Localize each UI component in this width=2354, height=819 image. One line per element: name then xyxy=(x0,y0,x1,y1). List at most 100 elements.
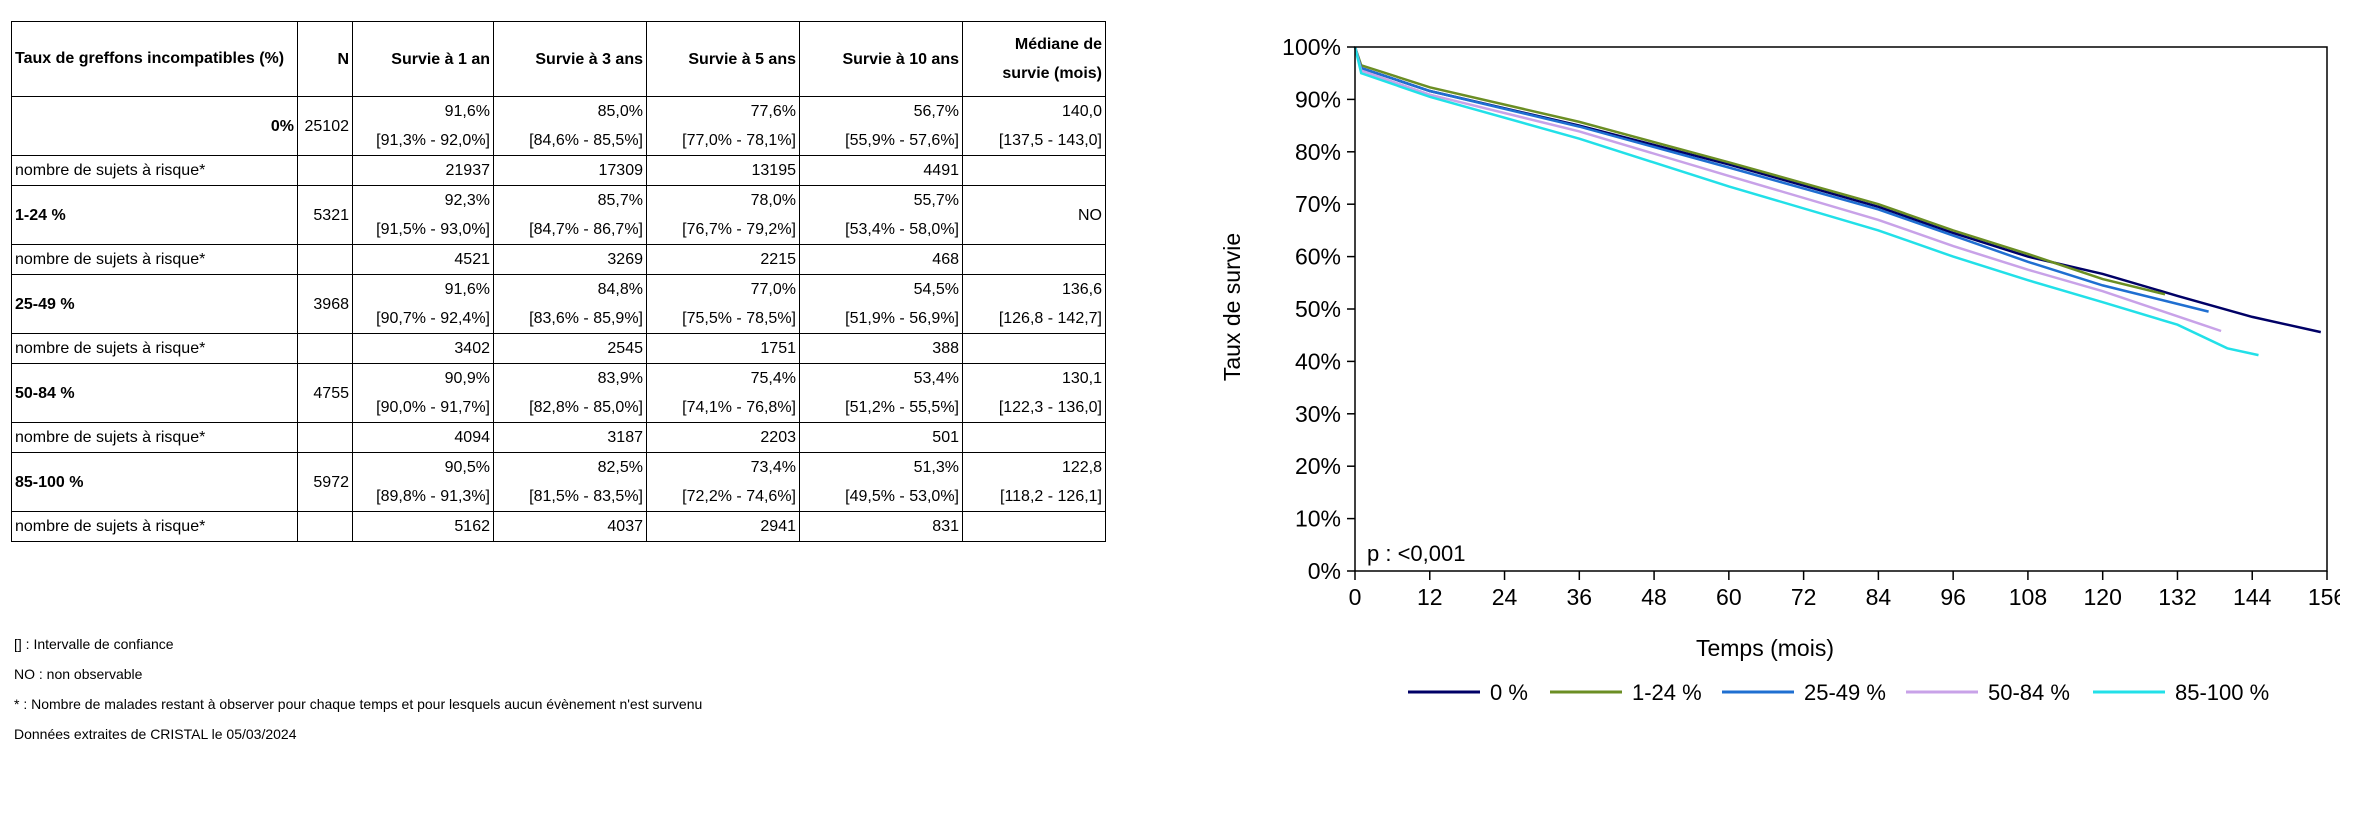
survival-value: 56,7% xyxy=(913,103,959,120)
risk-count: 4094 xyxy=(352,422,494,453)
risk-count: 2203 xyxy=(646,422,800,453)
risk-median-empty xyxy=(962,511,1106,542)
group-label: 50-84 % xyxy=(11,363,298,423)
x-tick-label: 108 xyxy=(2009,584,2047,610)
header-survival-1y: Survie à 1 an xyxy=(352,21,494,97)
group-n: 3968 xyxy=(297,274,353,334)
legend-label: 85-100 % xyxy=(2175,680,2269,705)
survival-cell: 90,5% [89,8% - 91,3%] xyxy=(352,452,494,512)
x-axis-label: Temps (mois) xyxy=(1696,635,1834,661)
group-n: 25102 xyxy=(297,96,353,156)
risk-count: 468 xyxy=(799,244,963,275)
group-label: 0% xyxy=(11,96,298,156)
confidence-interval: [82,8% - 85,0%] xyxy=(529,399,643,416)
survival-value: 54,5% xyxy=(913,281,959,298)
risk-count: 5162 xyxy=(352,511,494,542)
x-tick-label: 156 xyxy=(2308,584,2340,610)
confidence-interval: [74,1% - 76,8%] xyxy=(682,399,796,416)
survival-cell: 91,6% [90,7% - 92,4%] xyxy=(352,274,494,334)
survival-value: 55,7% xyxy=(913,192,959,209)
footnote-ci: [] : Intervalle de confiance xyxy=(14,636,174,652)
table-row-risk: nombre de sujets à risque* 21937 17309 1319… xyxy=(11,155,1106,186)
survival-value: 78,0% xyxy=(750,192,796,209)
survival-cell: 73,4% [72,2% - 74,6%] xyxy=(646,452,800,512)
x-tick-label: 84 xyxy=(1866,584,1892,610)
confidence-interval: [53,4% - 58,0%] xyxy=(845,221,959,238)
survival-cell: 75,4% [74,1% - 76,8%] xyxy=(646,363,800,423)
risk-count: 17309 xyxy=(493,155,647,186)
x-tick-label: 48 xyxy=(1641,584,1667,610)
x-tick-label: 24 xyxy=(1492,584,1518,610)
risk-label: nombre de sujets à risque* xyxy=(11,511,298,542)
x-tick-label: 132 xyxy=(2158,584,2196,610)
footnote-risk: * : Nombre de malades restant à observer… xyxy=(14,696,703,712)
table-row-group: 0% 25102 91,6% [91,3% - 92,0%] 85,0% [84,6% -… xyxy=(11,96,1106,156)
header-n: N xyxy=(297,21,353,97)
table-header-row: Taux de greffons incompatibles (%) N Sur… xyxy=(11,21,1106,97)
confidence-interval: [72,2% - 74,6%] xyxy=(682,488,796,505)
header-median-line2: survie (mois) xyxy=(1002,65,1102,82)
risk-count: 1751 xyxy=(646,333,800,364)
x-tick-label: 96 xyxy=(1940,584,1966,610)
risk-count: 4521 xyxy=(352,244,494,275)
series-line xyxy=(1353,46,2322,334)
group-n: 5972 xyxy=(297,452,353,512)
group-label: 85-100 % xyxy=(11,452,298,512)
header-survival-3y: Survie à 3 ans xyxy=(493,21,647,97)
table-row-risk: nombre de sujets à risque* 4521 3269 2215 46… xyxy=(11,244,1106,275)
risk-count: 388 xyxy=(799,333,963,364)
risk-n-empty xyxy=(297,333,353,364)
series-line xyxy=(1353,46,2209,313)
table-row-group: 50-84 % 4755 90,9% [90,0% - 91,7%] 83,9% [82,… xyxy=(11,363,1106,423)
plot-frame xyxy=(1354,46,2328,572)
survival-value: 53,4% xyxy=(913,370,959,387)
survival-chart: 0% 10% 20% 30% 40% 50% 60% 70% 80% 90% 100% 0 12 24 36… xyxy=(1220,34,2340,705)
confidence-interval: [118,2 - 126,1] xyxy=(1000,488,1102,505)
risk-count: 2215 xyxy=(646,244,800,275)
confidence-interval: [77,0% - 78,1%] xyxy=(682,132,796,149)
table-row-group: 25-49 % 3968 91,6% [90,7% - 92,4%] 84,8% [83,… xyxy=(11,274,1106,334)
survival-value: 136,6 xyxy=(1061,281,1102,298)
survival-table: Taux de greffons incompatibles (%) N Sur… xyxy=(11,21,1106,542)
series-line xyxy=(1353,46,2166,296)
risk-n-empty xyxy=(297,511,353,542)
survival-value: 130,1 xyxy=(1061,370,1102,387)
survival-value: 73,4% xyxy=(750,459,796,476)
risk-count: 4037 xyxy=(493,511,647,542)
risk-label: nombre de sujets à risque* xyxy=(11,155,298,186)
x-tick-label: 144 xyxy=(2233,584,2272,610)
survival-value: 91,6% xyxy=(444,103,490,120)
confidence-interval: [83,6% - 85,9%] xyxy=(529,310,643,327)
survival-cell: 55,7% [53,4% - 58,0%] xyxy=(799,185,963,245)
risk-count: 2941 xyxy=(646,511,800,542)
table-row-group: 85-100 % 5972 90,5% [89,8% - 91,3%] 82,5% [81… xyxy=(11,452,1106,512)
y-tick-label: 100% xyxy=(1282,34,1341,60)
risk-label: nombre de sujets à risque* xyxy=(11,422,298,453)
confidence-interval: [55,9% - 57,6%] xyxy=(845,132,959,149)
confidence-interval: [89,8% - 91,3%] xyxy=(376,488,490,505)
x-tick-label: 0 xyxy=(1349,584,1362,610)
y-tick-label: 60% xyxy=(1295,244,1341,270)
survival-cell: 78,0% [76,7% - 79,2%] xyxy=(646,185,800,245)
survival-value: 91,6% xyxy=(444,281,490,298)
survival-cell: 56,7% [55,9% - 57,6%] xyxy=(799,96,963,156)
y-tick-label: 30% xyxy=(1295,401,1341,427)
legend-label: 1-24 % xyxy=(1632,680,1702,705)
header-median: Médiane de survie (mois) xyxy=(962,21,1106,97)
survival-value: 75,4% xyxy=(750,370,796,387)
y-tick-label: 40% xyxy=(1295,348,1341,374)
y-tick-label: 20% xyxy=(1295,453,1341,479)
survival-value: 82,5% xyxy=(597,459,643,476)
series-line xyxy=(1353,46,2259,357)
survival-value: 77,6% xyxy=(750,103,796,120)
table-row-risk: nombre de sujets à risque* 4094 3187 2203 50… xyxy=(11,422,1106,453)
survival-value: NO xyxy=(1078,206,1102,224)
y-tick-label: 50% xyxy=(1295,296,1341,322)
legend-label: 0 % xyxy=(1490,680,1528,705)
risk-count: 3187 xyxy=(493,422,647,453)
survival-cell: 140,0 [137,5 - 143,0] xyxy=(962,96,1106,156)
risk-median-empty xyxy=(962,244,1106,275)
header-median-line1: Médiane de xyxy=(1014,36,1102,53)
survival-value: 90,5% xyxy=(444,459,490,476)
survival-cell: 53,4% [51,2% - 55,5%] xyxy=(799,363,963,423)
